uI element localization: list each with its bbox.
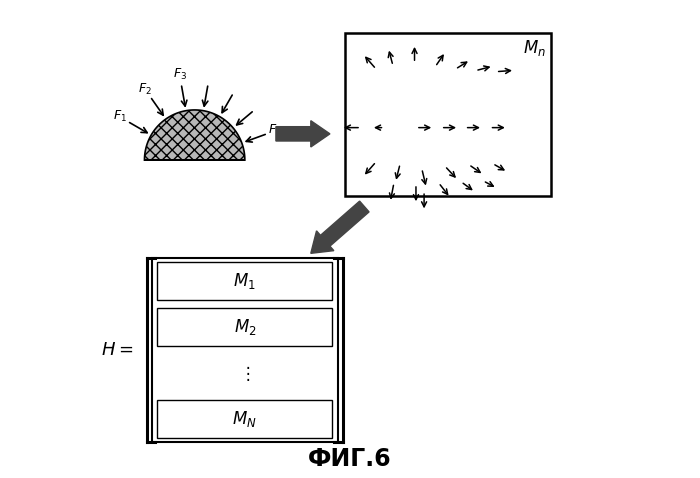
Text: $F_1$: $F_1$ (113, 109, 127, 124)
Text: $M_N$: $M_N$ (232, 409, 257, 429)
Text: $F_2$: $F_2$ (138, 82, 152, 97)
FancyArrow shape (311, 201, 369, 253)
Bar (158, 308, 332, 346)
Bar (152, 258, 338, 442)
Bar (345, 33, 551, 196)
Text: $F_3$: $F_3$ (173, 67, 187, 83)
Text: $\vdots$: $\vdots$ (239, 364, 251, 382)
Bar (158, 262, 332, 300)
Text: $F_N$: $F_N$ (268, 123, 284, 138)
Text: $M_n$: $M_n$ (523, 38, 546, 58)
Text: ФИГ.6: ФИГ.6 (308, 447, 392, 471)
Polygon shape (144, 110, 245, 160)
Text: $M_2$: $M_2$ (234, 317, 256, 337)
Text: $M_1$: $M_1$ (234, 271, 256, 291)
Text: $H=$: $H=$ (102, 341, 134, 359)
FancyArrow shape (276, 121, 330, 147)
Bar (158, 400, 332, 438)
